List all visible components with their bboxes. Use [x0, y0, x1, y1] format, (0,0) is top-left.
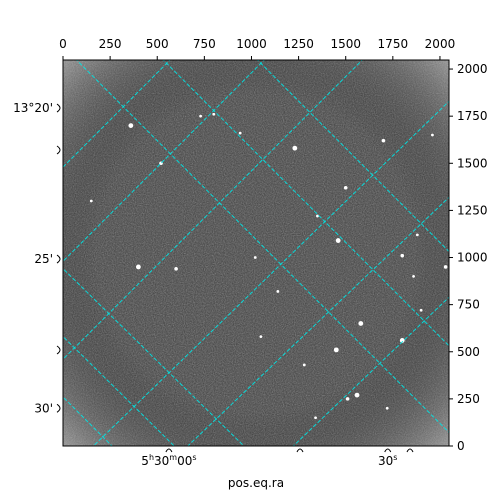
dec-tick-mark	[56, 254, 61, 264]
star	[238, 131, 242, 135]
x-tick-label: 1750	[378, 37, 409, 51]
grid-line	[63, 60, 171, 168]
pixel-y-axis-right: 0 250 500 750 1000 1250 1500 1750 2000	[449, 62, 488, 453]
x-tick-label: 500	[146, 37, 169, 51]
x-tick-label: 0	[59, 37, 67, 51]
stars-layer	[89, 112, 448, 420]
star	[443, 265, 448, 269]
star	[385, 406, 389, 410]
star	[128, 123, 134, 128]
dec-minor-tick	[56, 345, 61, 355]
star	[316, 214, 319, 218]
pixel-x-axis-top: 0 250 500 750 1000 1250 1500 1750 2000	[59, 37, 455, 60]
star	[333, 347, 339, 353]
star	[259, 335, 263, 339]
x-tick-label: 1000	[236, 37, 267, 51]
dec-minor-tick	[56, 145, 61, 155]
dec-axis-left: 13°20' 25' 30'	[13, 101, 61, 415]
star	[358, 321, 364, 326]
star	[343, 185, 348, 190]
star	[399, 338, 405, 343]
star	[135, 264, 141, 270]
y-tick-label: 250	[457, 392, 480, 406]
star	[431, 133, 434, 137]
y-tick-label: 0	[457, 439, 465, 453]
star	[174, 267, 178, 271]
grid-line	[162, 60, 449, 347]
dec-tick-mark	[56, 103, 61, 113]
star	[302, 363, 306, 367]
grid-line	[63, 267, 245, 446]
star	[212, 112, 216, 116]
star	[412, 274, 415, 278]
y-tick-label: 500	[457, 345, 480, 359]
dec-tick-label: 30'	[34, 401, 53, 415]
grid-line	[92, 100, 449, 446]
dec-tick-label: 13°20'	[13, 101, 53, 115]
dec-tick-label: 25'	[34, 252, 53, 266]
ra-minor-tick	[296, 448, 304, 453]
dec-tick-mark	[56, 403, 61, 413]
x-tick-label: 250	[99, 37, 122, 51]
grid-line	[63, 60, 266, 263]
coordinate-grid	[63, 60, 449, 446]
star	[415, 233, 419, 237]
grid-line	[63, 335, 175, 446]
y-tick-label: 2000	[457, 62, 488, 76]
grid-line	[187, 196, 449, 446]
ra-tick-label: 30s	[378, 453, 397, 468]
image-panel	[63, 60, 449, 446]
x-tick-label: 750	[193, 37, 216, 51]
x-axis-title: pos.eq.ra	[228, 476, 284, 490]
ra-axis-bottom: 5h30m00s 30s	[141, 448, 414, 468]
y-tick-label: 1750	[457, 109, 488, 123]
star	[199, 114, 202, 118]
star	[89, 199, 93, 203]
image-edge-glow	[63, 60, 449, 446]
star	[419, 308, 423, 312]
grid-line	[292, 296, 449, 446]
y-tick-label: 1000	[457, 251, 488, 265]
star	[253, 256, 257, 259]
ra-tick-mark	[165, 448, 173, 453]
star	[354, 392, 360, 398]
y-tick-label: 1500	[457, 156, 488, 170]
star	[335, 238, 341, 243]
ra-tick-mark	[384, 448, 392, 453]
ra-tick-label: 5h30m00s	[141, 453, 196, 468]
x-tick-label: 1250	[283, 37, 314, 51]
star	[276, 290, 280, 293]
plot-frame	[62, 59, 450, 447]
star	[345, 397, 350, 401]
star	[400, 253, 405, 258]
y-tick-label: 750	[457, 298, 480, 312]
grid-line	[63, 60, 364, 361]
ra-minor-tick	[406, 448, 414, 453]
grid-line	[63, 396, 113, 446]
y-tick-label: 1250	[457, 203, 488, 217]
x-tick-label: 2000	[425, 37, 456, 51]
star	[314, 416, 317, 420]
star	[381, 138, 386, 143]
x-tick-label: 1500	[330, 37, 361, 51]
grid-line	[75, 60, 449, 434]
star	[292, 145, 298, 151]
